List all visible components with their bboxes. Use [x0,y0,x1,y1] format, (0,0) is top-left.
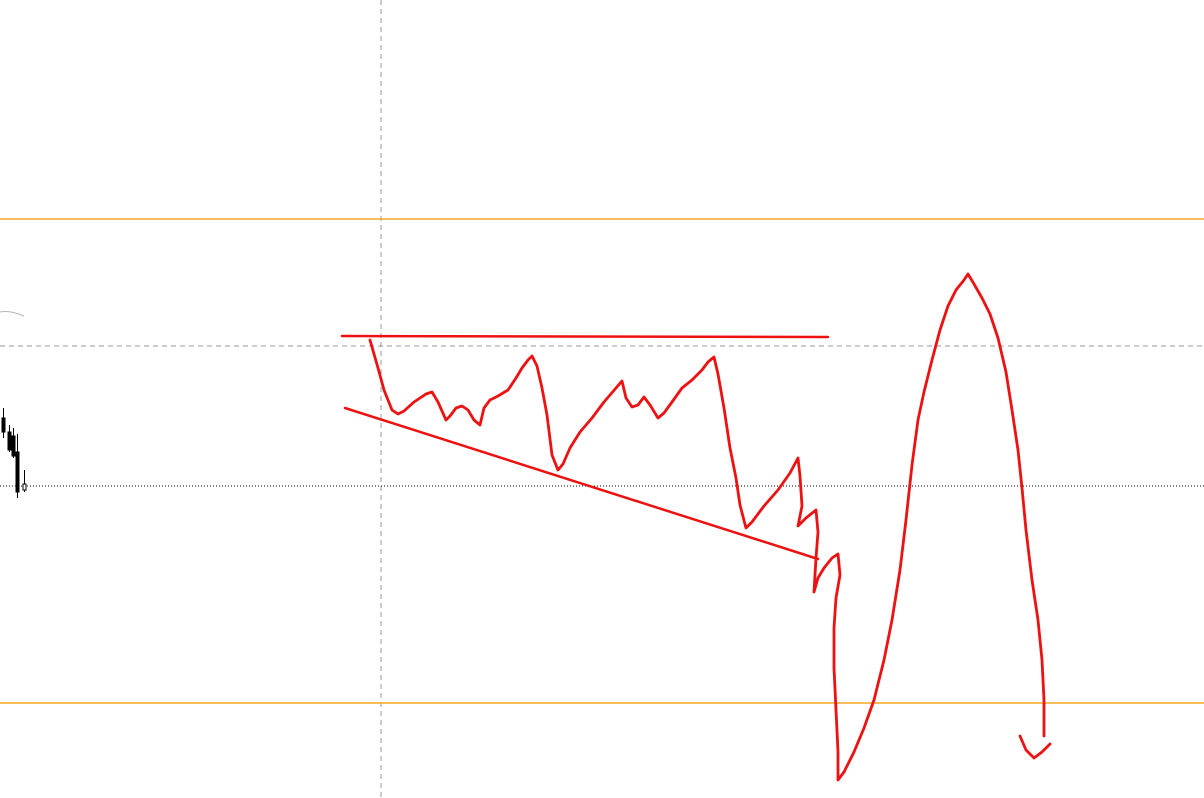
moving-average-line [0,311,25,317]
projected-path-arrowhead[interactable] [1018,734,1052,760]
drawings-layer[interactable] [340,272,1052,782]
candle-body [15,451,20,493]
candle-body [7,431,12,451]
candle-body [11,435,16,457]
candle-body [1,417,6,433]
triangle-top-line[interactable] [340,334,830,339]
candle-body [22,483,27,491]
triangle-bottom-line[interactable] [343,406,820,561]
candles-layer [1,408,27,498]
projected-price-path[interactable] [368,272,1046,782]
